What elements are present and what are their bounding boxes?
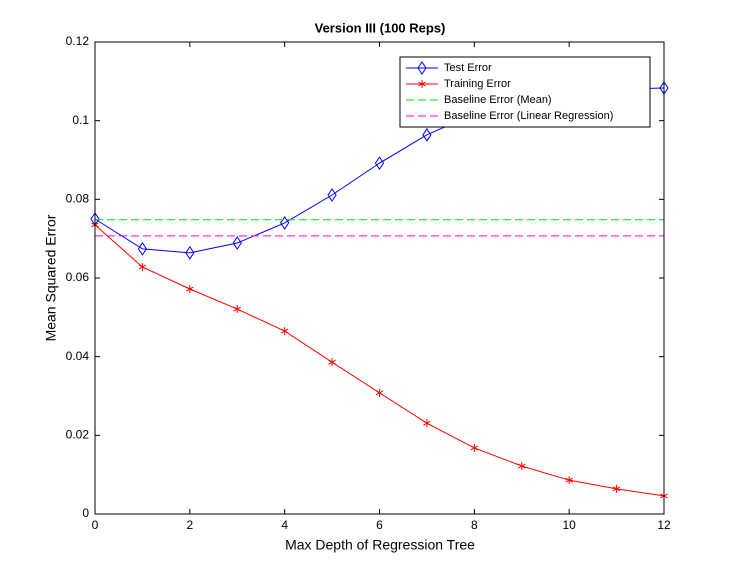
x-tick-label: 4 (281, 518, 288, 532)
x-tick-label: 2 (186, 518, 193, 532)
marker-stroke (138, 264, 147, 270)
y-tick-label: 0.1 (72, 113, 89, 127)
marker-stroke (375, 390, 384, 396)
marker (328, 358, 336, 367)
y-tick-label: 0.08 (66, 192, 90, 206)
x-tick-label: 6 (376, 518, 383, 532)
marker (185, 245, 195, 260)
marker (470, 443, 479, 452)
marker (565, 476, 573, 485)
legend-box (399, 56, 651, 128)
marker (280, 216, 290, 230)
legend: Test Error Training Error Baseline Error (… (399, 56, 651, 128)
marker (280, 327, 289, 336)
chart-title: Version III (100 Reps) (315, 20, 446, 35)
marker-stroke (565, 477, 573, 483)
y-tick-label: 0.06 (66, 270, 90, 284)
y-tick-label: 0 (82, 506, 89, 520)
x-tick-label: 8 (471, 518, 478, 532)
marker (422, 127, 432, 142)
marker (375, 388, 384, 397)
marker-stroke (518, 463, 526, 469)
marker (233, 305, 241, 314)
marker (518, 462, 526, 471)
legend-label: Baseline Error (Mean) (444, 94, 552, 106)
marker-stroke (186, 286, 194, 292)
marker-stroke (418, 81, 426, 87)
marker (327, 188, 337, 202)
marker-stroke (470, 445, 479, 451)
x-axis-label: Max Depth of Regression Tree (285, 537, 475, 553)
y-axis-label: Mean Squared Error (43, 214, 59, 341)
y-tick-label: 0.04 (66, 349, 90, 363)
marker-stroke (280, 328, 289, 334)
legend-label: Test Error (444, 62, 492, 74)
x-tick-label: 10 (562, 518, 576, 532)
marker (232, 236, 242, 250)
marker (186, 285, 194, 294)
x-tick-label: 0 (92, 518, 99, 532)
legend-label: Baseline Error (Linear Regression) (444, 110, 613, 122)
legend-marker (417, 61, 427, 75)
marker (374, 156, 385, 171)
marker (138, 262, 147, 271)
legend-label: Training Error (444, 78, 511, 90)
marker (612, 484, 621, 493)
marker-stroke (233, 306, 241, 312)
y-tick-label: 0.02 (66, 428, 90, 442)
marker (137, 241, 148, 256)
marker (423, 419, 431, 428)
y-tick-label: 0.12 (66, 34, 90, 48)
axes-box (94, 41, 665, 515)
marker-stroke (423, 420, 431, 426)
legend-marker (418, 80, 426, 88)
marker-stroke (612, 486, 621, 492)
marker-stroke (328, 359, 336, 365)
x-tick-label: 12 (657, 518, 671, 532)
